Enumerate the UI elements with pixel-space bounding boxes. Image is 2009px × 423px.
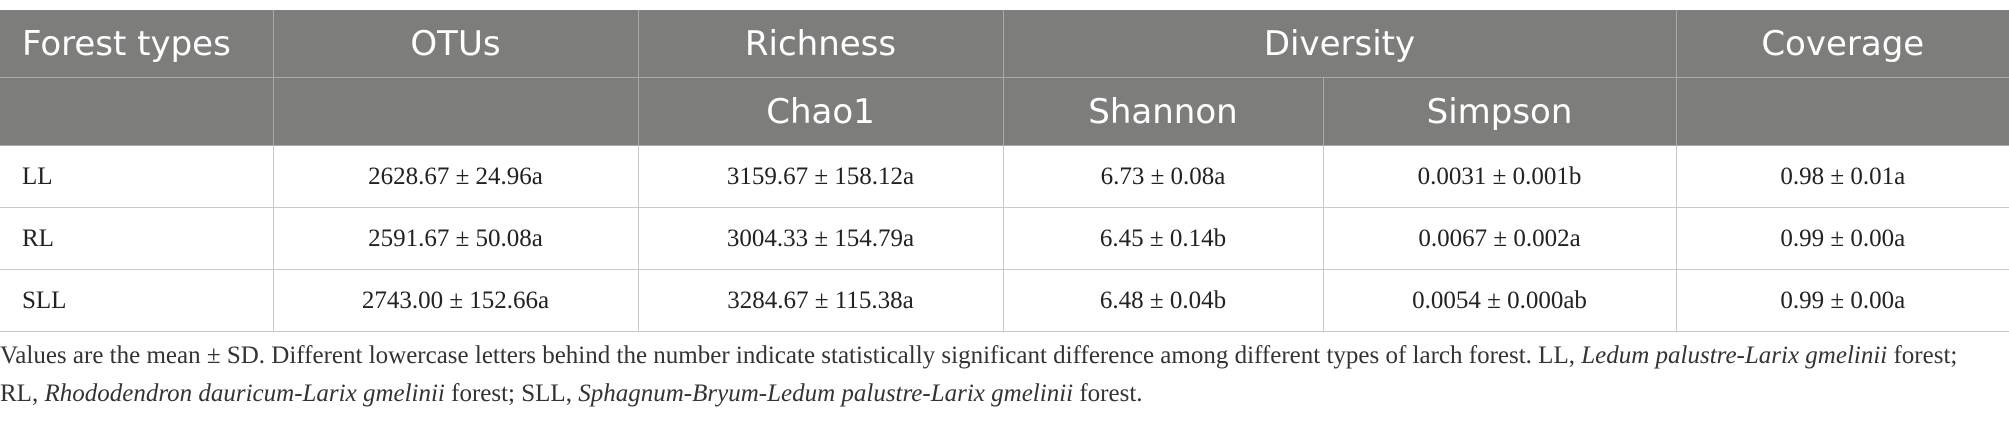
table-cell: 0.0054 ± 0.000ab	[1323, 269, 1677, 332]
header-cell: Chao1	[638, 77, 1004, 146]
table-cell: RL	[0, 207, 274, 270]
header-cell	[1676, 77, 2009, 146]
table-cell: 6.73 ± 0.08a	[1003, 145, 1324, 208]
table-cell: 3284.67 ± 115.38a	[638, 269, 1004, 332]
table-cell: 3159.67 ± 158.12a	[638, 145, 1004, 208]
header-cell: Richness	[638, 10, 1004, 78]
header-cell: Diversity	[1003, 10, 1677, 78]
table-cell: 6.48 ± 0.04b	[1003, 269, 1324, 332]
header-cell: Coverage	[1676, 10, 2009, 78]
table-cell: 0.0031 ± 0.001b	[1323, 145, 1677, 208]
table-cell: 0.0067 ± 0.002a	[1323, 207, 1677, 270]
header-row: Forest types OTUs Richness Diversity Cov…	[0, 10, 2009, 78]
header-cell: OTUs	[273, 10, 639, 78]
footnote-text: Sphagnum-Bryum-Ledum palustre-Larix gmel…	[578, 380, 1074, 407]
footnote-text: forest; SLL,	[444, 380, 579, 407]
table-cell: 2743.00 ± 152.66a	[273, 269, 639, 332]
footnote-text: Values are the mean ± SD. Different lowe…	[0, 342, 1582, 369]
table-cell: 0.98 ± 0.01a	[1676, 145, 2009, 208]
table-body: LL 2628.67 ± 24.96a 3159.67 ± 158.12a 6.73 …	[0, 145, 2009, 332]
data-table: Forest types OTUs Richness Diversity Cov…	[0, 10, 2009, 332]
table-row: LL 2628.67 ± 24.96a 3159.67 ± 158.12a 6.73 …	[0, 145, 2009, 208]
header-cell	[0, 77, 274, 146]
table-row: SLL 2743.00 ± 152.66a 3284.67 ± 115.38a 6.4…	[0, 269, 2009, 332]
footnote-text: Rhododendron dauricum-Larix gmelinii	[44, 380, 445, 407]
table-cell: LL	[0, 145, 274, 208]
table-cell: 3004.33 ± 154.79a	[638, 207, 1004, 270]
table-cell: 6.45 ± 0.14b	[1003, 207, 1324, 270]
table-cell: 0.99 ± 0.00a	[1676, 269, 2009, 332]
table-row: RL 2591.67 ± 50.08a 3004.33 ± 154.79a 6.45 …	[0, 207, 2009, 270]
footnote-text: Ledum palustre-Larix gmelinii	[1581, 342, 1888, 369]
header-cell	[273, 77, 639, 146]
table-cell: 0.99 ± 0.00a	[1676, 207, 2009, 270]
footnote-text: forest; RL,	[0, 342, 1958, 407]
table-cell: 2591.67 ± 50.08a	[273, 207, 639, 270]
header-cell: Shannon	[1003, 77, 1324, 146]
table-cell: 2628.67 ± 24.96a	[273, 145, 639, 208]
table-cell: SLL	[0, 269, 274, 332]
footnote-text: forest.	[1073, 380, 1143, 407]
header-cell: Simpson	[1323, 77, 1677, 146]
footnote: Values are the mean ± SD. Different lowe…	[0, 337, 2000, 413]
header-cell: Forest types	[0, 10, 274, 78]
subheader-row: Chao1 Shannon Simpson	[0, 77, 2009, 146]
